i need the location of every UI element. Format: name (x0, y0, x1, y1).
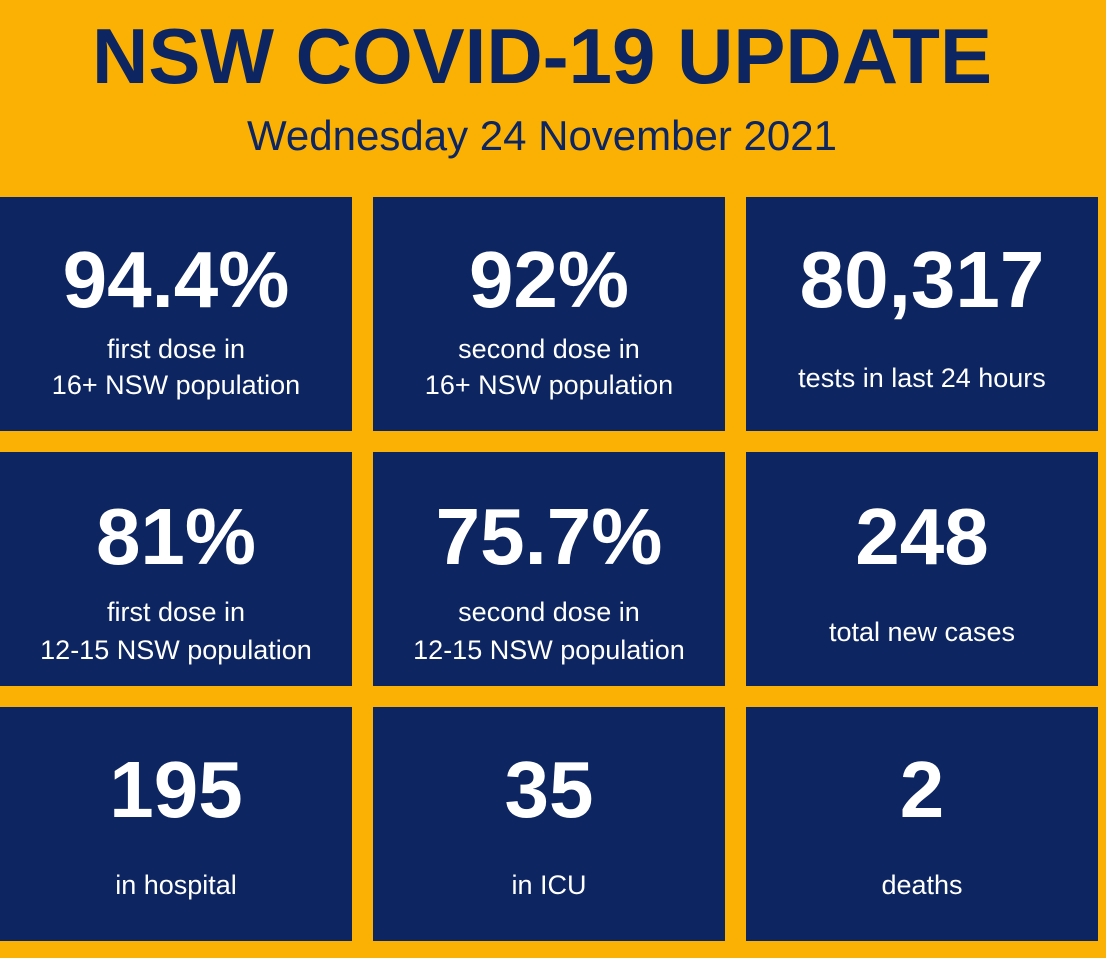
stat-tile-second-dose-16plus: 92% second dose in 16+ NSW population (373, 197, 725, 431)
stat-label-line1: in hospital (115, 870, 237, 900)
stat-label-line2: 16+ NSW population (424, 370, 674, 400)
stat-label-line1: deaths (881, 870, 963, 900)
stat-tile-new-cases: 248 total new cases (746, 452, 1098, 686)
stat-tile-tests-24h: 80,317 tests in last 24 hours (746, 197, 1098, 431)
page-title: NSW COVID-19 UPDATE (92, 12, 992, 100)
stat-value: 94.4% (62, 235, 290, 324)
stat-tile-first-dose-12-15: 81% first dose in 12-15 NSW population (0, 452, 352, 686)
stat-value: 75.7% (435, 492, 663, 581)
stat-value: 2 (899, 745, 945, 834)
stat-label-line2: 12-15 NSW population (40, 635, 312, 665)
stat-value: 195 (109, 745, 243, 834)
stat-value: 81% (95, 492, 257, 581)
stat-value: 35 (504, 745, 594, 834)
stat-label-line2: 12-15 NSW population (413, 635, 685, 665)
page-date: Wednesday 24 November 2021 (247, 112, 837, 159)
stat-label-line1: second dose in (458, 597, 640, 627)
stat-value: 92% (468, 235, 630, 324)
stat-label-line1: tests in last 24 hours (798, 363, 1046, 393)
stat-label-line2: 16+ NSW population (51, 370, 301, 400)
stat-tile-first-dose-16plus: 94.4% first dose in 16+ NSW population (0, 197, 352, 431)
stat-value: 80,317 (799, 235, 1045, 324)
stat-label-line1: first dose in (106, 334, 246, 364)
stat-label-line1: in ICU (511, 870, 587, 900)
stat-label-line1: total new cases (828, 617, 1016, 647)
stat-tile-icu: 35 in ICU (373, 707, 725, 941)
stat-label-line1: first dose in (106, 597, 246, 627)
stat-tile-hospital: 195 in hospital (0, 707, 352, 941)
stat-tile-second-dose-12-15: 75.7% second dose in 12-15 NSW populatio… (373, 452, 725, 686)
stat-tile-deaths: 2 deaths (746, 707, 1098, 941)
stat-label-line1: second dose in (458, 334, 640, 364)
stat-value: 248 (855, 492, 989, 581)
